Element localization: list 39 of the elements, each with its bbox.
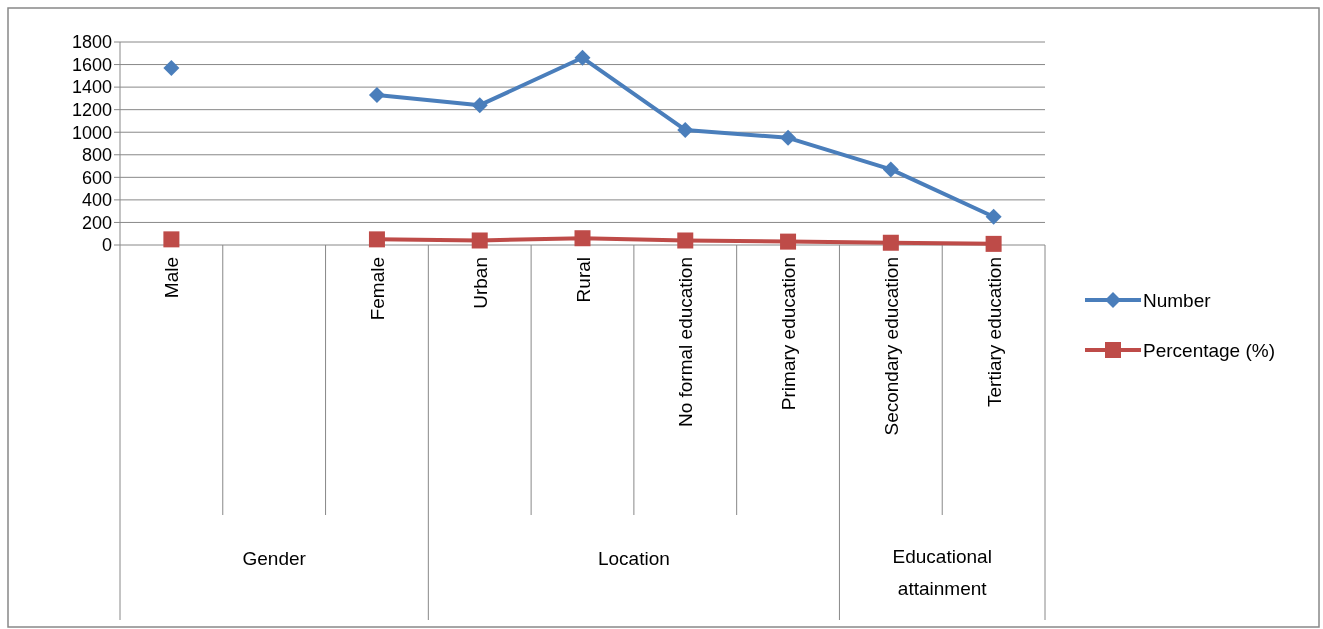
y-tick-label: 200 (81, 212, 112, 233)
point (985, 208, 1002, 225)
text: Educational attainment (892, 546, 992, 599)
x-tick-label: Rural (572, 257, 594, 303)
point (677, 121, 694, 138)
y-tick-label: 400 (81, 190, 112, 211)
y-tick-label: 600 (81, 167, 112, 188)
point (163, 59, 180, 76)
x-tick-label: Male (161, 257, 183, 299)
text: Location (597, 548, 670, 569)
point (985, 235, 1002, 252)
point (471, 232, 488, 249)
point (368, 231, 385, 248)
legend-label: Percentage (%) (1143, 339, 1276, 361)
y-tick-label: 1400 (71, 77, 112, 98)
x-tick-label: Female (366, 257, 388, 321)
point (574, 230, 591, 247)
point (471, 97, 488, 114)
y-tick-label: 1000 (71, 122, 112, 143)
text: Gender (242, 548, 307, 569)
point (780, 233, 797, 250)
y-tick-label: 800 (81, 145, 112, 166)
x-tick-label: Tertiary education (983, 257, 1005, 407)
x-tick-label: Primary education (778, 257, 800, 411)
x-tick-label: Urban (469, 257, 491, 309)
point (780, 129, 797, 146)
legend-label: Number (1143, 289, 1212, 311)
point (574, 49, 591, 66)
y-tick-label: 0 (101, 235, 112, 256)
x-tick-label: Secondary education (880, 257, 902, 436)
point (677, 232, 694, 249)
y-tick-label: 1600 (71, 54, 112, 75)
point (882, 234, 899, 251)
point (368, 87, 385, 104)
y-tick-label: 1800 (71, 32, 112, 53)
point (882, 161, 899, 178)
x-tick-label: No formal education (675, 257, 697, 428)
y-tick-label: 1200 (71, 99, 112, 120)
point (163, 231, 180, 248)
